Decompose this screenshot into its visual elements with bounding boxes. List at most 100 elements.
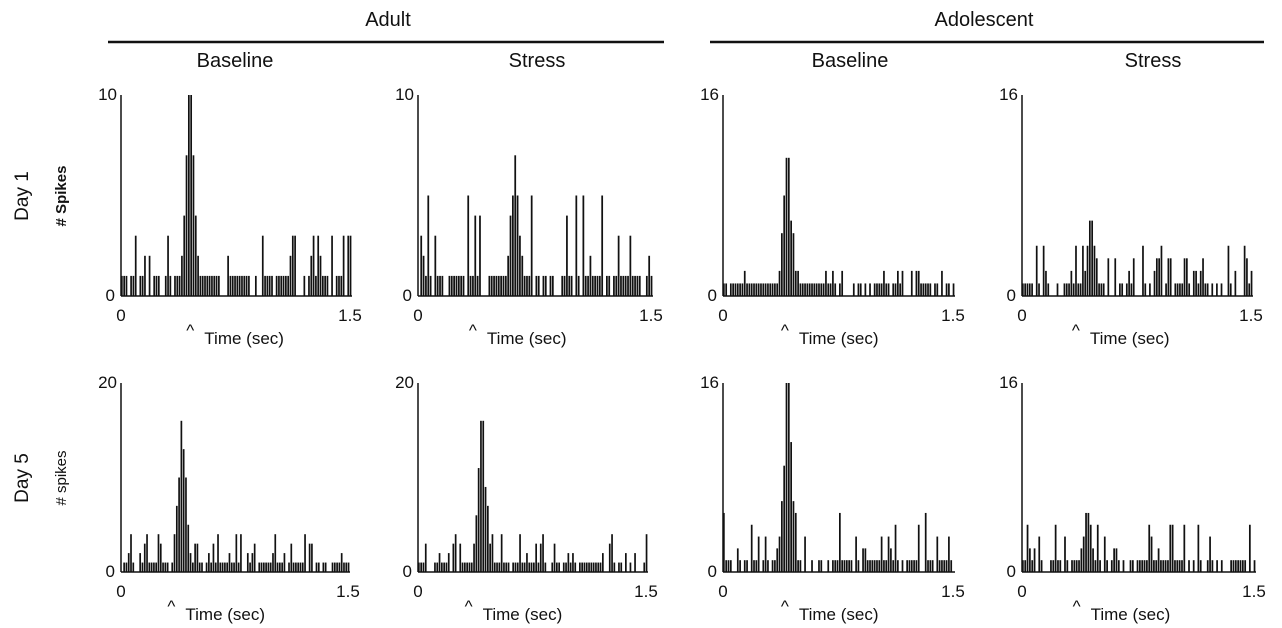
histogram-bar (189, 553, 192, 572)
histogram-bar (1199, 560, 1202, 572)
histogram-bar (1171, 524, 1174, 572)
histogram-bar (601, 195, 604, 296)
stimulus-marker: ^ (1072, 321, 1080, 340)
histogram-bar (910, 270, 913, 297)
histogram-bar (474, 215, 477, 296)
histogram-bar (1239, 560, 1242, 572)
histogram-bar (1094, 560, 1097, 572)
histogram-bar (224, 562, 226, 572)
y-tick-label: 0 (106, 286, 115, 305)
histogram-bar (1107, 258, 1110, 296)
histogram-bar (317, 562, 320, 572)
histogram-bar (1115, 548, 1118, 573)
histogram-bar (292, 562, 295, 572)
histogram-bar (620, 275, 622, 296)
histogram-bar (1155, 258, 1158, 296)
histogram-bar (157, 534, 160, 572)
histogram-bar (572, 553, 574, 572)
histogram-bar (563, 275, 566, 296)
histogram-bar (561, 275, 564, 296)
histogram-bar (420, 562, 422, 572)
histogram-bar (894, 524, 897, 572)
histogram-bar (528, 562, 531, 572)
histogram-bar (734, 283, 737, 296)
histogram-bar (608, 275, 611, 296)
y-tick-label: 0 (1007, 286, 1016, 305)
histogram-bar (317, 235, 320, 296)
histogram-bar (455, 275, 458, 296)
histogram-bar (1029, 548, 1031, 573)
histogram-bar (228, 553, 231, 572)
y-tick-label: 10 (98, 85, 117, 104)
histogram-bar (246, 553, 249, 572)
histogram-bar (514, 562, 517, 572)
histogram-bar (852, 283, 855, 296)
histogram-bar (776, 283, 779, 296)
histogram-bar (1114, 258, 1117, 296)
histogram-bar (347, 235, 350, 296)
histogram-bar (462, 275, 465, 296)
histogram-bar (144, 255, 146, 296)
histogram-bar (1113, 548, 1115, 573)
histogram-bar (746, 283, 748, 296)
histogram-bar (764, 283, 767, 296)
histogram-bar (495, 275, 498, 296)
histogram-bar (507, 255, 510, 296)
histogram-bar (235, 534, 238, 572)
histogram-bar (185, 155, 188, 296)
histogram-bar (1202, 258, 1204, 296)
histogram-bar (196, 543, 199, 572)
histogram-bar (1188, 560, 1190, 572)
histogram-bar (602, 553, 604, 572)
histogram-bar (952, 283, 955, 296)
histogram-bar (836, 560, 839, 572)
histogram-bar (839, 283, 841, 296)
histogram-bar (183, 215, 186, 296)
histogram-bar (634, 553, 636, 572)
histogram-bar (1054, 524, 1057, 572)
histogram-bar (1178, 560, 1181, 572)
histogram-bar (278, 275, 280, 296)
histogram-bar (1169, 258, 1172, 296)
histogram-bar (567, 553, 570, 572)
x-tick-label: 1.5 (1242, 582, 1266, 601)
histogram-bar (873, 283, 876, 296)
histogram-bar (267, 562, 270, 572)
histogram-bar (1130, 283, 1133, 296)
histogram-bar (441, 275, 444, 296)
x-axis-label: Time (sec) (799, 329, 879, 348)
stimulus-marker: ^ (781, 597, 789, 616)
histogram-bar (268, 275, 271, 296)
histogram-bar (897, 270, 899, 297)
histogram-bar (801, 283, 804, 296)
histogram-bar (443, 562, 445, 572)
histogram-bar (781, 233, 783, 296)
histogram-bar (475, 515, 478, 572)
histogram-bar (1139, 560, 1141, 572)
histogram-bar (1070, 270, 1073, 297)
histogram-bar (804, 536, 806, 572)
histogram-bar (876, 283, 878, 296)
histogram-bar (589, 255, 592, 296)
histogram-bar (497, 275, 500, 296)
histogram-bar (498, 562, 501, 572)
histogram-bar (1131, 560, 1134, 572)
histogram-bar (1216, 283, 1218, 296)
stimulus-marker: ^ (465, 597, 473, 616)
histogram-bar (797, 270, 799, 297)
histogram-bar (1142, 245, 1144, 296)
histogram-bar (542, 534, 544, 572)
histogram-bar (1143, 560, 1146, 572)
histogram-bar (873, 560, 876, 572)
histogram-bar (212, 543, 215, 572)
histogram-bar (862, 548, 864, 573)
histogram-bar (429, 275, 432, 296)
histogram-bar (774, 283, 776, 296)
histogram-bar (1073, 560, 1076, 572)
histogram-bar (215, 275, 218, 296)
histogram-bar (496, 562, 498, 572)
histogram-bar (869, 560, 871, 572)
histogram-bar (818, 283, 820, 296)
histogram-bar (913, 560, 915, 572)
histogram-bar (787, 383, 790, 572)
